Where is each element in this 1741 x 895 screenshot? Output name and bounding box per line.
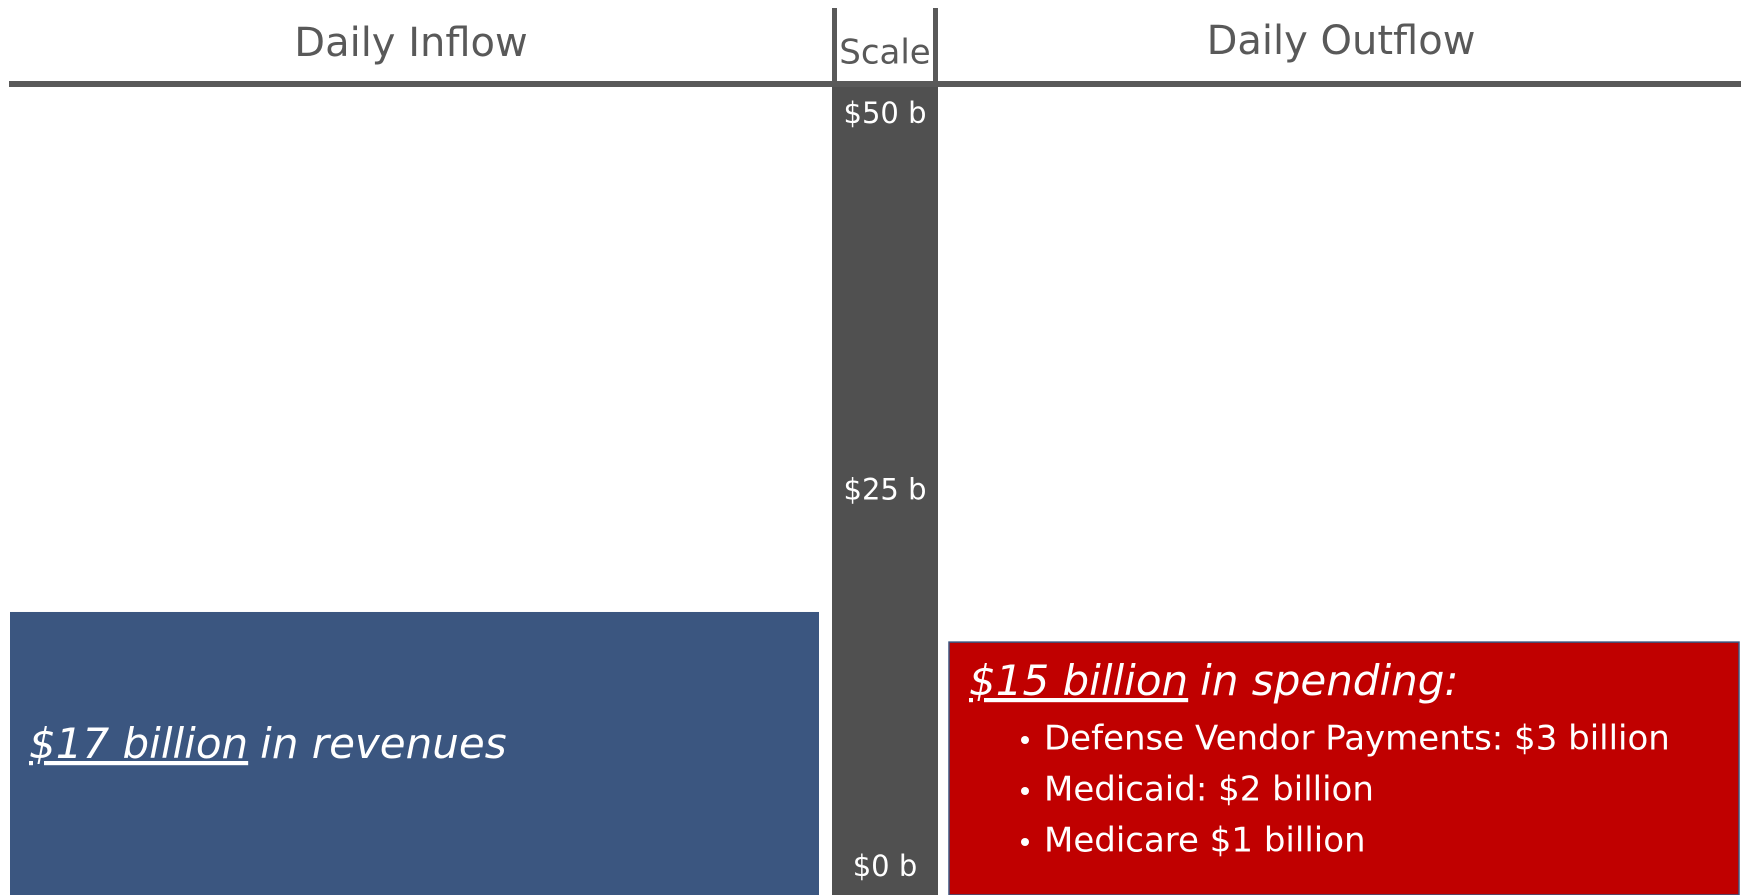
description: in revenues (260, 719, 506, 768)
spending-item: Medicare $1 billion (1044, 821, 1366, 861)
inflow-label: $17 billion in revenues (29, 719, 507, 768)
scale-tick-label: $25 b (844, 473, 927, 507)
outflow-bar (948, 641, 1740, 895)
spending-item: Medicaid: $2 billion (1044, 770, 1374, 810)
amount: $15 billion (969, 656, 1188, 705)
description: in spending: (1200, 656, 1458, 705)
scale-divider (933, 8, 938, 84)
header-rule (9, 81, 1741, 87)
bullet (1021, 787, 1029, 795)
scale-tick-label: $0 b (853, 849, 918, 883)
bullet (1021, 838, 1029, 846)
scale-header: Scale (839, 33, 930, 73)
outflow-header: Daily Outflow (1207, 18, 1476, 64)
amount: $17 billion (29, 719, 248, 768)
spending-item: Defense Vendor Payments: $3 billion (1044, 719, 1670, 759)
scale-divider (832, 8, 837, 84)
scale-column (832, 84, 938, 895)
outflow-label: $15 billion in spending: (969, 656, 1459, 705)
bullet (1021, 736, 1029, 744)
inflow-header: Daily Inflow (294, 20, 527, 66)
scale-tick-label: $50 b (844, 96, 927, 130)
inflow-bar (10, 611, 819, 895)
